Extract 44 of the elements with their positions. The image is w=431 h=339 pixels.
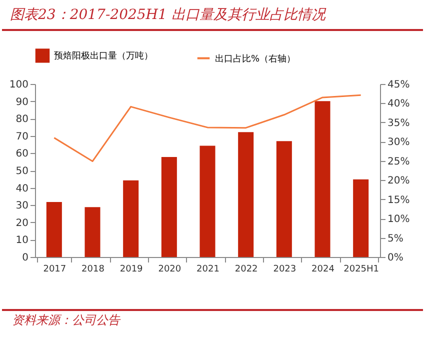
y-tick-label: 30 — [16, 200, 28, 212]
bar — [353, 179, 369, 257]
legend-label: 预焙阳极出口量（万吨） — [54, 50, 153, 62]
y2-tick-label: 35% — [388, 118, 410, 129]
bar — [314, 101, 330, 257]
bar — [238, 132, 254, 257]
y-tick-label: 100 — [9, 80, 28, 90]
y2-tick-label: 20% — [388, 176, 410, 187]
y-tick-label: 10 — [16, 235, 28, 246]
y2-tick-label: 45% — [388, 80, 410, 90]
y-tick-label: 50 — [16, 166, 28, 177]
x-tick-label: 2021 — [196, 264, 220, 274]
y-tick-label: 60 — [16, 148, 28, 160]
y2-tick-label: 30% — [388, 137, 410, 148]
chart-title: 图表23：2017-2025H1 出口量及其行业占比情况 — [10, 6, 326, 24]
y-tick-label: 80 — [16, 114, 28, 126]
x-tick-label: 2018 — [82, 264, 105, 274]
x-tick-label: 2024 — [312, 264, 335, 274]
x-tick-label: 2023 — [273, 264, 296, 274]
x-tick-label: 2017 — [43, 264, 66, 274]
line-series — [53, 94, 362, 162]
bar — [276, 141, 292, 257]
bar — [161, 157, 177, 257]
y2-tick-label: 5% — [388, 233, 404, 244]
bar — [84, 207, 100, 257]
y-tick-label: 90 — [16, 96, 28, 108]
y-tick-label: 40 — [16, 183, 28, 194]
x-tick-label: 2022 — [234, 264, 258, 274]
y-tick-label: 20 — [16, 218, 28, 229]
y2-tick-label: 0% — [388, 252, 404, 264]
legend-label: 出口占比%（右轴） — [215, 53, 296, 64]
text: 资料来源：公司公告 — [12, 312, 120, 329]
bar — [200, 146, 216, 257]
y2-tick-label: 40% — [388, 98, 410, 110]
x-tick-label: 2025H1 — [344, 264, 380, 274]
y-tick-label: 0 — [22, 252, 28, 264]
y-tick-label: 70 — [16, 131, 28, 142]
x-tick-label: 2020 — [158, 264, 182, 274]
bar — [46, 202, 62, 257]
x-tick-label: 2019 — [120, 264, 144, 274]
y2-tick-label: 10% — [388, 214, 410, 226]
y2-tick-label: 15% — [388, 194, 410, 206]
y2-tick-label: 25% — [388, 156, 410, 168]
bar — [123, 180, 139, 257]
